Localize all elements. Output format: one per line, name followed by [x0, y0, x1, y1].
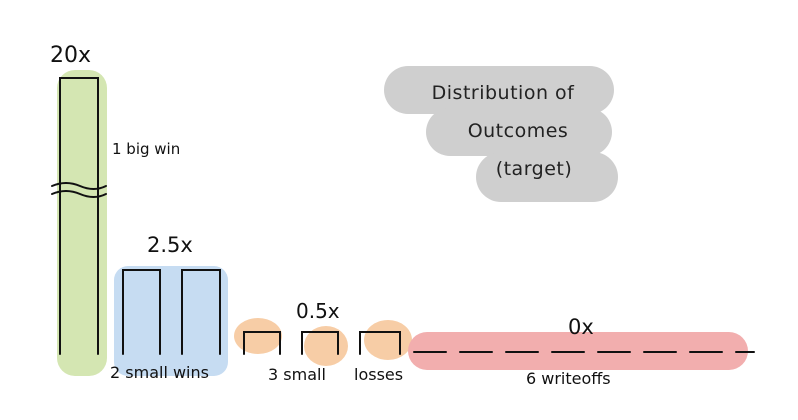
small-loss-bar-2 [301, 331, 339, 355]
small-loss-bar-3 [359, 331, 401, 355]
writeoffs-multiple-label: 0x [568, 315, 594, 339]
small-loss-bar-1 [243, 331, 281, 355]
big-win-highlight [57, 70, 107, 376]
small-win-bar-2 [181, 269, 221, 355]
small-wins-highlight [114, 266, 228, 376]
bars-layer [51, 77, 755, 355]
small-losses-label-b: losses [354, 365, 403, 384]
labels-layer: 20x 1 big win 2.5x 2 small wins 0.5x 3 s… [50, 43, 611, 388]
big-win-multiple-label: 20x [50, 43, 91, 68]
big-win-label: 1 big win [112, 140, 180, 158]
small-wins-label: 2 small wins [110, 363, 209, 382]
title-line-1: Distribution of [431, 82, 575, 104]
title-line-2: Outcomes [467, 120, 569, 142]
chart-title: Distribution of Outcomes (target) [392, 74, 614, 200]
writeoffs-label: 6 writeoffs [526, 369, 611, 388]
title-line-3: (target) [495, 158, 573, 180]
small-wins-multiple-label: 2.5x [147, 233, 193, 257]
big-win-bar [59, 77, 99, 355]
small-loss-highlight-3 [364, 320, 412, 360]
small-loss-highlight-1 [234, 318, 282, 354]
axis-break-mark-1 [51, 182, 107, 190]
small-win-bar-1 [122, 269, 161, 355]
title-cloud [384, 66, 618, 202]
small-losses-label-a: 3 small [268, 365, 326, 384]
axis-break-mark-2 [51, 190, 107, 198]
small-losses-multiple-label: 0.5x [296, 299, 340, 323]
